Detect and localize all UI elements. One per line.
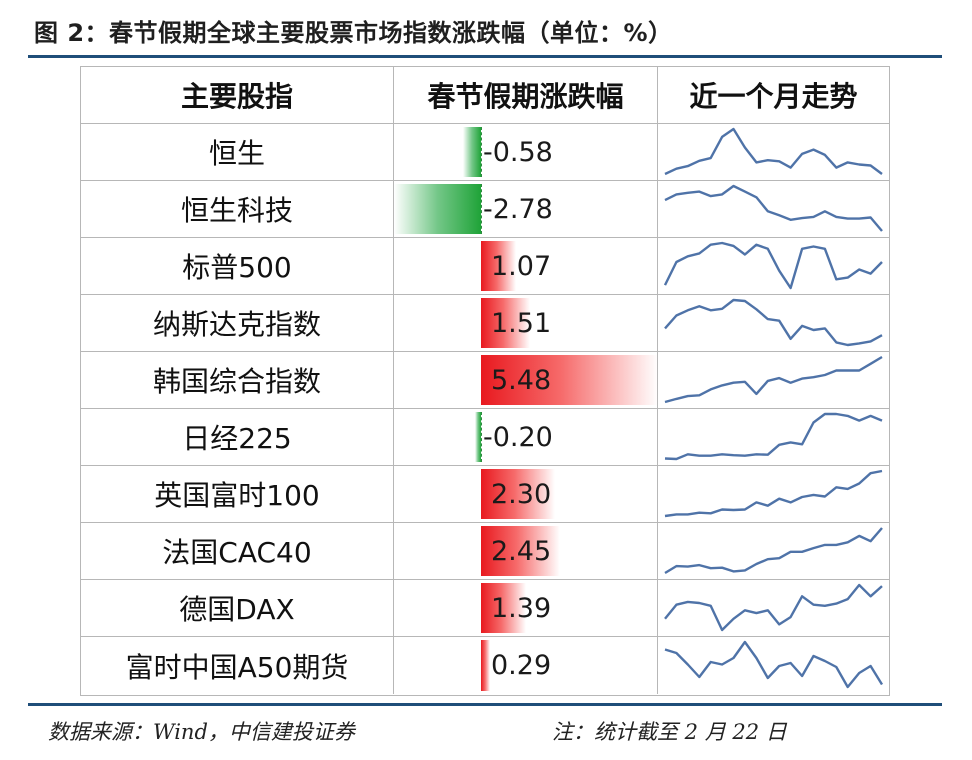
monthly-trend-cell <box>658 181 889 237</box>
chart-title: 图 2：春节假期全球主要股票市场指数涨跌幅（单位：%） <box>34 19 673 47</box>
sparkline <box>663 241 883 290</box>
monthly-trend-cell <box>658 580 889 636</box>
sparkline <box>664 469 883 518</box>
change-bar-positive <box>481 298 530 348</box>
index-name: 英国富时100 <box>81 466 394 522</box>
sparkline <box>664 127 883 176</box>
index-name: 纳斯达克指数 <box>81 295 394 351</box>
sparkline-series <box>664 298 883 347</box>
index-name: 韩国综合指数 <box>81 352 394 408</box>
change-value: 5.48 <box>491 364 552 396</box>
holiday-change-cell: 2.30 <box>394 466 658 522</box>
change-value: -0.58 <box>483 136 553 168</box>
source-note: 数据来源：Wind，中信建投证券 <box>48 720 355 744</box>
sparkline <box>664 527 883 575</box>
index-name: 标普500 <box>81 238 394 294</box>
sparkline-series <box>664 127 883 176</box>
holiday-change-cell: 1.51 <box>394 295 658 351</box>
change-bar-positive <box>481 640 491 691</box>
holiday-change-cell: -2.78 <box>394 181 658 237</box>
change-bar-positive <box>481 241 516 291</box>
index-name: 富时中国A50期货 <box>81 637 394 694</box>
monthly-trend-cell <box>658 124 889 180</box>
change-value: 2.30 <box>491 478 552 510</box>
holiday-change-cell: -0.20 <box>394 409 658 465</box>
monthly-trend-cell <box>658 238 889 294</box>
sparkline <box>664 583 883 632</box>
sparkline-series <box>664 640 884 689</box>
change-bar-positive <box>481 355 658 405</box>
table-row: 韩国综合指数 5.48 <box>81 352 889 409</box>
index-table: 主要股指 春节假期涨跌幅 近一个月走势 恒生 -0.58 恒生科技 -2.78 标普50… <box>80 66 890 696</box>
sparkline-series <box>664 412 883 461</box>
bottom-rule <box>28 703 942 706</box>
index-name: 德国DAX <box>81 580 394 636</box>
table-row: 德国DAX 1.39 <box>81 580 889 637</box>
header-holiday-change: 春节假期涨跌幅 <box>394 67 658 123</box>
top-rule <box>28 55 942 58</box>
sparkline-series <box>664 184 883 232</box>
change-value: 1.07 <box>491 250 552 282</box>
table-row: 标普500 1.07 <box>81 238 889 295</box>
index-name: 日经225 <box>81 409 394 465</box>
change-bar-positive <box>481 469 556 519</box>
sparkline <box>664 184 883 232</box>
change-value: -2.78 <box>483 193 553 225</box>
change-bar-negative <box>394 184 481 234</box>
sparkline-series <box>664 527 883 575</box>
table-row: 法国CAC40 2.45 <box>81 523 889 580</box>
holiday-change-cell: 2.45 <box>394 523 658 579</box>
index-name: 法国CAC40 <box>81 523 394 579</box>
zero-axis-line <box>481 412 482 462</box>
holiday-change-cell: 1.07 <box>394 238 658 294</box>
table-row: 恒生科技 -2.78 <box>81 181 889 238</box>
table-row: 日经225 -0.20 <box>81 409 889 466</box>
change-value: 1.39 <box>491 592 552 624</box>
holiday-change-cell: -0.58 <box>394 124 658 180</box>
zero-axis-line <box>481 184 482 234</box>
change-bar-negative <box>462 127 481 177</box>
change-value: 1.51 <box>491 307 552 339</box>
table-row: 纳斯达克指数 1.51 <box>81 295 889 352</box>
sparkline-series <box>664 583 883 632</box>
sparkline-series <box>664 469 883 518</box>
header-row: 主要股指 春节假期涨跌幅 近一个月走势 <box>81 67 889 124</box>
table-row: 富时中国A50期货 0.29 <box>81 637 889 694</box>
date-note: 注：统计截至 2 月 22 日 <box>552 720 787 744</box>
sparkline <box>664 298 883 347</box>
change-bar-positive <box>481 583 526 633</box>
index-name: 恒生科技 <box>81 181 394 237</box>
header-monthly-trend: 近一个月走势 <box>689 80 858 113</box>
sparkline <box>664 640 884 689</box>
change-value: -0.20 <box>483 421 553 453</box>
sparkline-series <box>663 241 883 290</box>
sparkline <box>664 355 883 404</box>
monthly-trend-cell <box>658 295 889 351</box>
change-value: 0.29 <box>491 650 552 681</box>
table-row: 恒生 -0.58 <box>81 124 889 181</box>
header-index-name: 主要股指 <box>81 67 394 123</box>
holiday-change-cell: 1.39 <box>394 580 658 636</box>
zero-axis-line <box>481 127 482 177</box>
monthly-trend-cell <box>658 523 889 579</box>
table-row: 英国富时100 2.30 <box>81 466 889 523</box>
sparkline <box>664 412 883 461</box>
holiday-change-cell: 5.48 <box>394 352 658 408</box>
change-bar-positive <box>481 526 561 576</box>
monthly-trend-cell <box>658 637 889 694</box>
monthly-trend-cell <box>658 466 889 522</box>
holiday-change-cell: 0.29 <box>394 637 658 694</box>
monthly-trend-cell <box>658 409 889 465</box>
change-bar-negative <box>474 412 481 462</box>
change-value: 2.45 <box>491 535 552 567</box>
sparkline-series <box>664 355 883 404</box>
monthly-trend-cell <box>658 352 889 408</box>
index-name: 恒生 <box>81 124 394 180</box>
